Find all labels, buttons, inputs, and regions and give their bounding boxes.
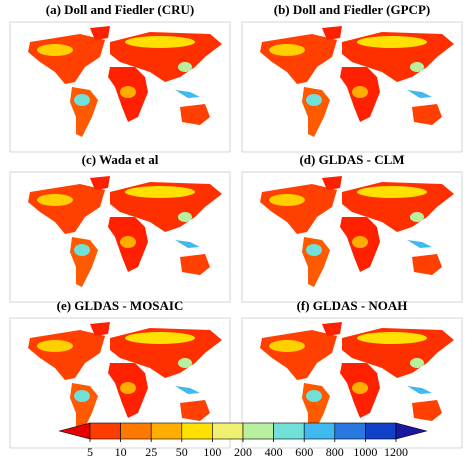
colorbar-label: 200 — [234, 445, 252, 459]
colorbar-label: 600 — [295, 445, 313, 459]
panel-b — [241, 21, 463, 153]
colorbar-bin — [334, 422, 366, 440]
colorbar-label: 50 — [176, 445, 188, 459]
colorbar-bin — [150, 422, 183, 440]
panel-title: (c) Wada et al — [82, 152, 159, 167]
colorbar-label: 5 — [87, 445, 93, 459]
colorbar-label: 25 — [145, 445, 157, 459]
colorbar-label: 400 — [265, 445, 283, 459]
panel-d — [241, 171, 463, 303]
panel-title: (d) GLDAS - CLM — [299, 152, 404, 167]
colorbar-bin — [242, 422, 274, 440]
colorbar-label: 1000 — [353, 445, 377, 459]
colorbar-label: 1200 — [384, 445, 408, 459]
colorbar-end — [395, 422, 428, 440]
colorbar-label: 10 — [115, 445, 127, 459]
colorbar-bin — [273, 422, 305, 440]
panel-a — [9, 21, 231, 153]
colorbar-bin — [365, 422, 397, 440]
colorbar-bin — [120, 422, 152, 440]
panel-c — [9, 171, 231, 303]
panel-title: (a) Doll and Fiedler (CRU) — [46, 2, 195, 17]
colorbar-label: 100 — [203, 445, 221, 459]
colorbar-bin — [212, 422, 244, 440]
panel-title: (e) GLDAS - MOSAIC — [57, 298, 184, 313]
panel-title: (f) GLDAS - NOAH — [297, 298, 408, 313]
colorbar-bin — [181, 422, 213, 440]
colorbar: 5 10 25 50 100 200 400 600 800 1000 1200 — [58, 422, 428, 459]
colorbar-bin — [89, 422, 121, 440]
colorbar-bin — [303, 422, 336, 440]
colorbar-label: 800 — [326, 445, 344, 459]
panel-title: (b) Doll and Fiedler (GPCP) — [274, 2, 430, 17]
